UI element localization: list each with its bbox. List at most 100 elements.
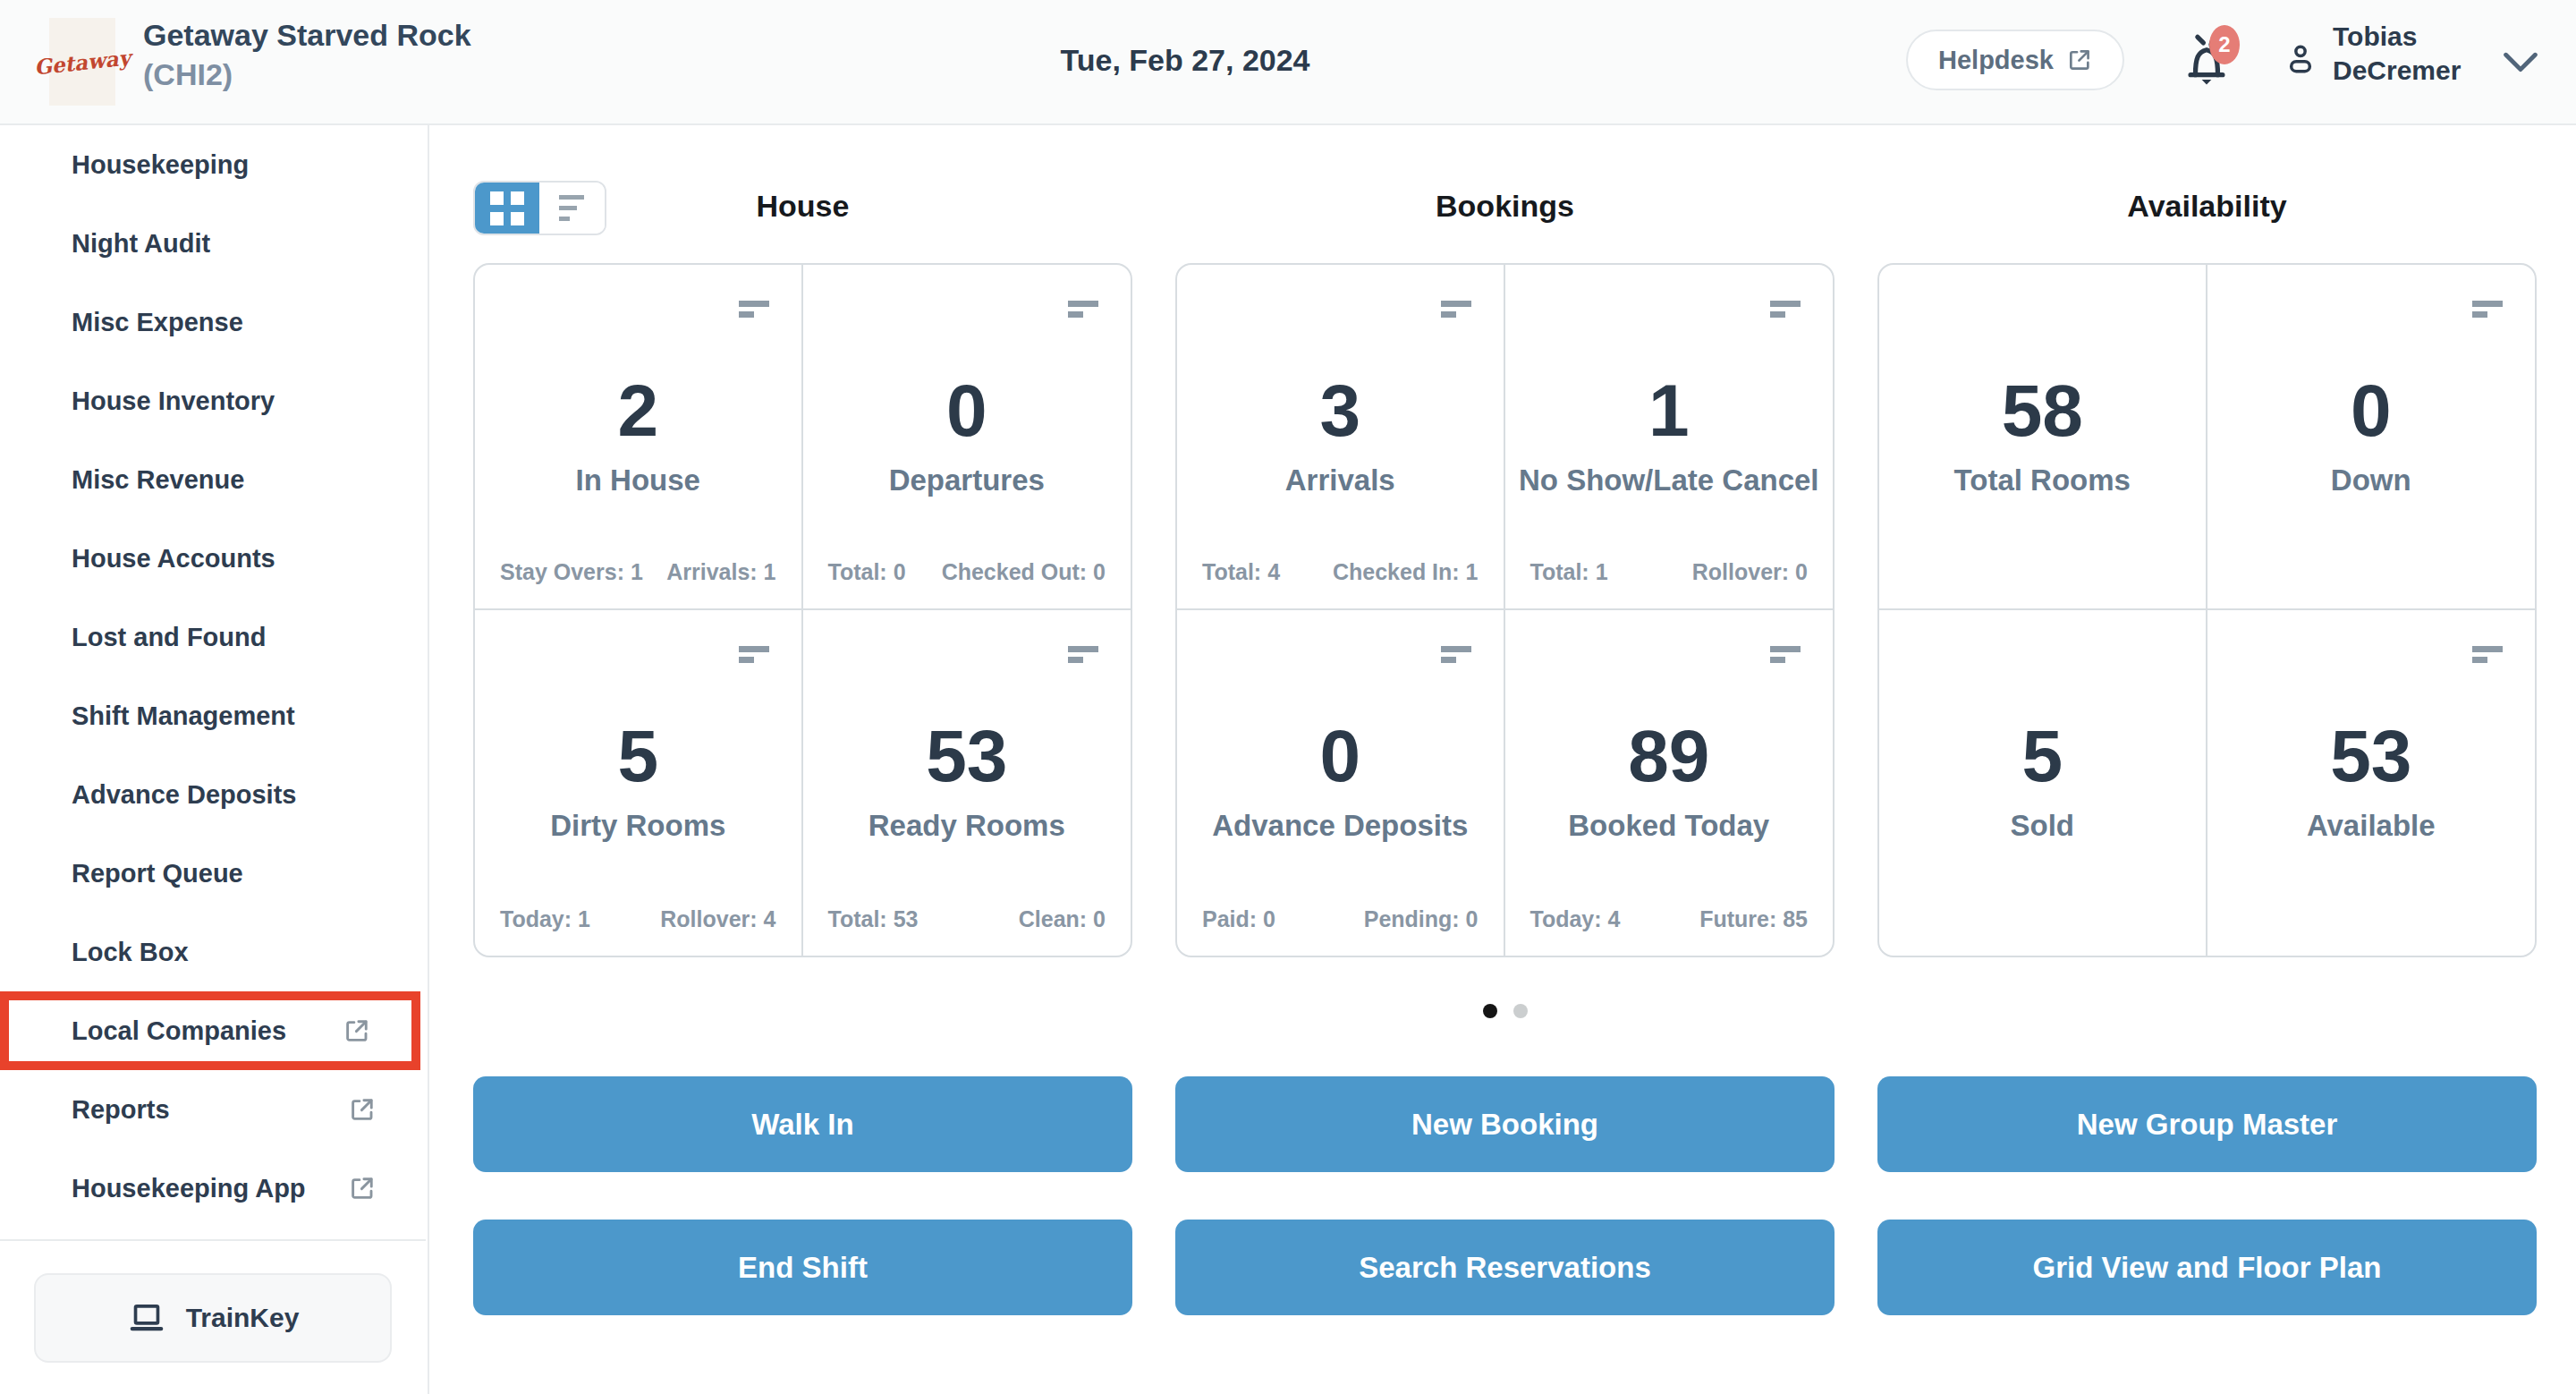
card-substats: Total: 53Clean: 0 <box>828 906 1106 932</box>
card-menu-icon[interactable] <box>1441 301 1471 318</box>
sidebar-nav: Housekeeping Night AuditMisc Expense House… <box>0 125 426 1228</box>
stat-card-total-rooms: 58Total Rooms <box>1879 265 2207 610</box>
stat-label: Arrivals <box>1177 463 1504 497</box>
section-cards: 58Total Rooms0 Down 5 Sold53 Available <box>1877 263 2537 957</box>
card-menu-icon[interactable] <box>1441 646 1471 663</box>
user-menu[interactable]: Tobias DeCremer <box>2283 20 2461 88</box>
sidebar-item-report-queue[interactable]: Report Queue <box>0 834 426 913</box>
sidebar-item-advance-deposits[interactable]: Advance Deposits <box>0 755 426 834</box>
property-title: Getaway Starved Rock (CHI2) <box>143 15 471 94</box>
laptop-icon <box>127 1298 166 1338</box>
stat-label: Advance Deposits <box>1177 809 1504 843</box>
section-title: House <box>473 183 1132 229</box>
section-cards: 3ArrivalsTotal: 4Checked In: 11No Show/L… <box>1175 263 1835 957</box>
actions-row-1: Walk In New Booking New Group Master <box>473 1076 2537 1172</box>
stat-card-dirty-rooms: 5Dirty RoomsToday: 1Rollover: 4 <box>475 610 803 956</box>
sidebar-item-night-audit[interactable]: Night Audit <box>0 204 426 283</box>
sidebar-item-housekeeping-app[interactable]: Housekeeping App <box>0 1149 426 1228</box>
card-menu-icon[interactable] <box>1068 646 1098 663</box>
card-menu-icon[interactable] <box>2472 646 2503 663</box>
action-new-booking[interactable]: New Booking <box>1175 1076 1835 1172</box>
sidebar-item-misc-revenue[interactable]: Misc Revenue <box>0 440 426 519</box>
card-menu-icon[interactable] <box>1770 646 1801 663</box>
stat-label: No Show/Late Cancel <box>1505 463 1834 497</box>
card-menu-icon[interactable] <box>739 301 769 318</box>
stat-card-advance-deposits: 0Advance DepositsPaid: 0Pending: 0 <box>1177 610 1505 956</box>
card-menu-icon[interactable] <box>1770 301 1801 318</box>
notification-badge: 2 <box>2209 25 2240 64</box>
substat-right: Pending: 0 <box>1364 906 1479 932</box>
card-menu-icon[interactable] <box>1068 301 1098 318</box>
section-cards: 2In HouseStay Overs: 1Arrivals: 10Depart… <box>473 263 1132 957</box>
sidebar-item-label: Report Queue <box>72 859 243 888</box>
action-end-shift[interactable]: End Shift <box>473 1220 1132 1315</box>
substat-left: Stay Overs: 1 <box>500 559 643 585</box>
stat-label: Departures <box>803 463 1131 497</box>
stat-label: Available <box>2207 809 2536 843</box>
stat-value: 53 <box>2207 719 2536 793</box>
user-first-name: Tobias <box>2333 20 2461 54</box>
chevron-down-icon[interactable] <box>2503 52 2538 77</box>
external-link-icon <box>2067 47 2092 72</box>
action-walk-in[interactable]: Walk In <box>473 1076 1132 1172</box>
section-title: Availability <box>1877 183 2537 229</box>
sidebar-item-label: House Inventory <box>72 387 275 416</box>
sidebar-item-shift-management[interactable]: Shift Management <box>0 676 426 755</box>
action-grid-view-and-floor-plan[interactable]: Grid View and Floor Plan <box>1877 1220 2537 1315</box>
stat-label: Booked Today <box>1505 809 1834 843</box>
action-search-reservations[interactable]: Search Reservations <box>1175 1220 1835 1315</box>
stat-value: 1 <box>1505 374 1834 447</box>
sidebar-item-housekeeping[interactable]: Housekeeping <box>0 125 426 204</box>
getaway-logo-text: Getaway <box>33 45 131 79</box>
stat-value: 0 <box>1177 719 1504 793</box>
sidebar-item-local-companies[interactable]: Local Companies <box>0 991 420 1070</box>
substat-left: Today: 1 <box>500 906 590 932</box>
dashboard-groups: House2In HouseStay Overs: 1Arrivals: 10D… <box>473 183 2537 957</box>
stat-value: 53 <box>803 719 1131 793</box>
stat-label: Sold <box>1879 809 2206 843</box>
substat-left: Total: 1 <box>1530 559 1608 585</box>
stat-label: Ready Rooms <box>803 809 1131 843</box>
stat-value: 89 <box>1505 719 1834 793</box>
sidebar-item-lock-box[interactable]: Lock Box <box>0 913 426 991</box>
action-new-group-master[interactable]: New Group Master <box>1877 1076 2537 1172</box>
card-menu-icon[interactable] <box>739 646 769 663</box>
stat-value: 5 <box>475 719 801 793</box>
notifications-button[interactable]: 2 <box>2181 32 2243 100</box>
stat-value: 5 <box>1879 719 2206 793</box>
sidebar-item-house-inventory[interactable]: House Inventory <box>0 361 426 440</box>
external-link-icon <box>343 1017 370 1044</box>
card-menu-icon[interactable] <box>2472 301 2503 318</box>
sidebar-item-lost-and-found[interactable]: Lost and Found <box>0 598 426 676</box>
sidebar-item-label: Reports <box>72 1095 170 1125</box>
helpdesk-button[interactable]: Helpdesk <box>1906 30 2124 90</box>
sidebar-item-label: Local Companies <box>72 1016 286 1046</box>
sidebar-item-reports[interactable]: Reports <box>0 1070 426 1149</box>
substat-right: Checked In: 1 <box>1333 559 1479 585</box>
substat-left: Total: 53 <box>828 906 919 932</box>
pagination-dot-2[interactable] <box>1513 1004 1528 1018</box>
sidebar-item-label: Lost and Found <box>72 623 266 652</box>
section-bookings: Bookings3ArrivalsTotal: 4Checked In: 11N… <box>1175 183 1835 957</box>
stat-card-ready-rooms: 53 Ready Rooms Total: 53Clean: 0 <box>803 610 1131 956</box>
trainkey-button[interactable]: TrainKey <box>34 1273 392 1363</box>
sidebar-item-label: Housekeeping <box>72 150 249 180</box>
getaway-logo: Getaway <box>49 18 115 106</box>
substat-left: Total: 4 <box>1202 559 1280 585</box>
stat-label: Dirty Rooms <box>475 809 801 843</box>
substat-left: Total: 0 <box>828 559 906 585</box>
substat-right: Future: 85 <box>1699 906 1808 932</box>
trainkey-label: TrainKey <box>186 1303 300 1333</box>
user-name: Tobias DeCremer <box>2333 20 2461 88</box>
card-substats: Stay Overs: 1Arrivals: 1 <box>500 559 776 585</box>
sidebar-item-label: Housekeeping App <box>72 1174 306 1203</box>
stat-label: Down <box>2207 463 2536 497</box>
stat-label: In House <box>475 463 801 497</box>
sidebar-item-label: Lock Box <box>72 938 189 967</box>
stat-value: 0 <box>2207 374 2536 447</box>
pagination-dot-1[interactable] <box>1483 1004 1497 1018</box>
sidebar-item-house-accounts[interactable]: House Accounts <box>0 519 426 598</box>
substat-right: Rollover: 0 <box>1692 559 1808 585</box>
card-substats: Total: 0Checked Out: 0 <box>828 559 1106 585</box>
sidebar-item-misc-expense[interactable]: Misc Expense <box>0 283 426 361</box>
